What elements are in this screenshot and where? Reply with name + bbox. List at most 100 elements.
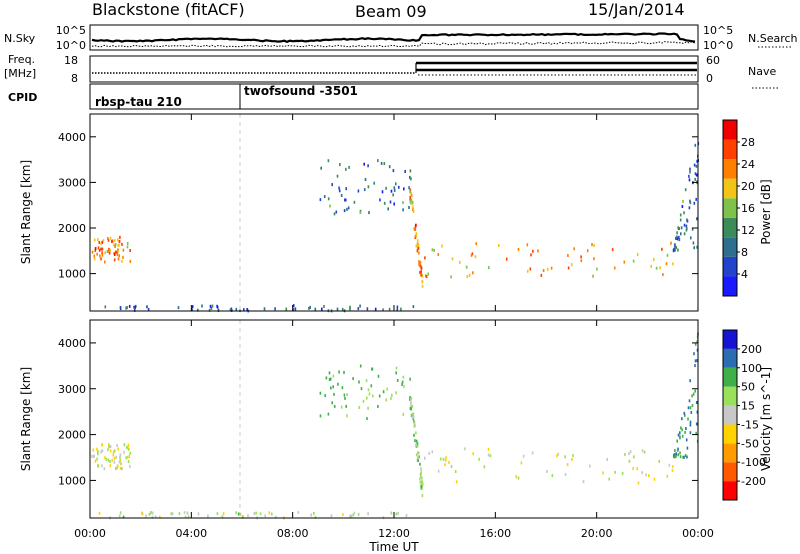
velocity-echo xyxy=(108,445,110,449)
power-echo xyxy=(688,174,690,178)
colorbar-tick-label: 16 xyxy=(741,202,755,215)
y-tick-label: 2000 xyxy=(58,429,86,442)
power-echo xyxy=(230,307,233,311)
power-echo xyxy=(402,201,404,205)
velocity-echo xyxy=(648,474,650,478)
power-echo xyxy=(674,248,676,252)
velocity-echo xyxy=(666,474,669,478)
power-echo xyxy=(385,186,387,190)
power-echo xyxy=(93,238,96,242)
velocity-echo xyxy=(97,464,100,468)
power-echo xyxy=(147,308,150,311)
power-echo xyxy=(694,177,696,181)
velocity-echo xyxy=(675,452,677,456)
power-echo xyxy=(420,273,422,277)
velocity-echo xyxy=(681,417,683,421)
power-echo xyxy=(292,308,295,312)
power-echo xyxy=(177,306,180,310)
y-tick-label: 3000 xyxy=(58,383,86,396)
power-echo xyxy=(686,218,688,222)
velocity-echo xyxy=(119,458,121,462)
power-echo xyxy=(418,262,421,266)
velocity-echo xyxy=(420,469,423,473)
velocity-colorbar-ticks: -200 -100 -50 -15 15 50 100 200 xyxy=(737,343,766,488)
power-echo xyxy=(323,195,326,198)
velocity-echo xyxy=(390,396,392,400)
velocity-echo xyxy=(695,431,697,435)
power-echo xyxy=(409,199,412,203)
power-echo xyxy=(409,195,412,199)
freq-right-tick-bottom: 0 xyxy=(706,72,713,85)
power-echo xyxy=(685,224,688,228)
velocity-echo xyxy=(696,410,699,414)
velocity-echo xyxy=(671,465,674,469)
velocity-echo xyxy=(353,511,356,515)
y-tick-label: 4000 xyxy=(58,131,86,144)
colorbar-tick-label: 28 xyxy=(741,136,755,149)
velocity-echo xyxy=(421,479,423,483)
cpid-program-2: twofsound -3501 xyxy=(244,84,358,98)
velocity-echo xyxy=(115,467,117,470)
velocity-echo xyxy=(696,359,698,363)
velocity-echo xyxy=(345,404,347,408)
power-echo xyxy=(121,242,123,246)
power-echo xyxy=(116,253,119,257)
velocity-echo xyxy=(674,449,676,452)
velocity-echo xyxy=(128,447,130,451)
velocity-echo xyxy=(119,511,122,515)
velocity-echo xyxy=(109,449,112,453)
power-echo xyxy=(680,226,683,230)
velocity-echo xyxy=(437,469,440,473)
velocity-echo xyxy=(159,515,161,519)
velocity-scatter xyxy=(91,332,699,520)
power-echo xyxy=(591,243,593,247)
velocity-echo xyxy=(684,430,686,434)
freq-left-tick-bottom: 8 xyxy=(71,72,78,85)
colorbar-swatch xyxy=(723,198,737,218)
velocity-echo xyxy=(566,463,569,467)
velocity-echo xyxy=(608,477,610,481)
velocity-echo xyxy=(377,405,379,408)
power-echo xyxy=(345,187,347,191)
power-echo xyxy=(632,259,635,263)
power-echo xyxy=(695,164,698,168)
power-echo xyxy=(383,201,386,205)
power-echo xyxy=(379,198,381,202)
power-echo xyxy=(389,200,392,204)
velocity-echo xyxy=(360,387,363,391)
velocity-echo xyxy=(411,412,414,416)
velocity-echo xyxy=(109,460,111,463)
colorbar-tick-label: 24 xyxy=(741,158,755,171)
power-echo xyxy=(421,274,423,278)
colorbar-swatch xyxy=(723,462,737,482)
velocity-echo xyxy=(417,451,419,455)
velocity-echo xyxy=(329,377,332,381)
power-echo xyxy=(694,143,697,147)
velocity-echo xyxy=(337,382,339,386)
freq-left-tick-top: 18 xyxy=(64,54,78,67)
power-echo xyxy=(655,266,658,270)
velocity-echo xyxy=(331,401,333,405)
velocity-echo xyxy=(327,412,330,416)
velocity-echo xyxy=(366,417,368,421)
velocity-echo xyxy=(417,459,419,463)
power-echo xyxy=(689,167,691,171)
power-echo xyxy=(91,250,94,254)
velocity-echo xyxy=(418,455,420,459)
colorbar-tick-label: 200 xyxy=(741,343,762,356)
velocity-echo xyxy=(624,452,626,456)
power-echo xyxy=(146,305,148,309)
velocity-echo xyxy=(314,515,317,519)
nsearch-label: N.Search xyxy=(748,32,798,45)
velocity-echo xyxy=(628,452,630,456)
velocity-echo xyxy=(419,462,421,466)
power-echo xyxy=(357,307,360,311)
nsky-trace xyxy=(91,32,696,43)
velocity-echo xyxy=(237,512,240,516)
power-echo xyxy=(670,241,672,245)
velocity-echo xyxy=(629,450,632,454)
velocity-echo xyxy=(418,451,420,455)
colorbar-swatch xyxy=(723,405,737,425)
nave-label: Nave xyxy=(748,65,776,78)
velocity-echo xyxy=(428,451,430,455)
